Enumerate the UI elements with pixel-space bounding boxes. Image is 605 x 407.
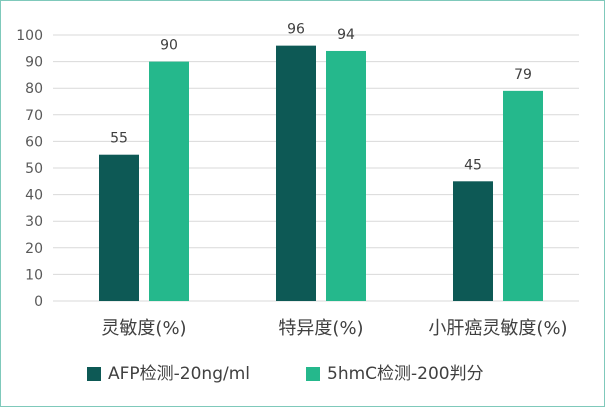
legend-swatch-afp [87, 367, 101, 381]
data-label: 45 [464, 157, 482, 173]
data-label: 94 [337, 27, 355, 43]
data-label: 90 [160, 38, 178, 54]
x-category-label: 灵敏度(%) [101, 318, 186, 339]
data-label: 55 [110, 131, 128, 147]
x-category-label: 小肝癌灵敏度(%) [428, 318, 567, 339]
data-label: 96 [287, 22, 305, 38]
y-tick-label: 20 [25, 241, 43, 257]
y-tick-label: 30 [25, 214, 43, 230]
y-tick-label: 50 [25, 161, 43, 177]
legend-label-afp: AFP检测-20ng/ml [108, 364, 250, 384]
y-tick-label: 10 [25, 267, 43, 283]
bar-5hmc [503, 90, 543, 301]
y-tick-label: 100 [16, 28, 43, 44]
y-tick-label: 70 [25, 108, 43, 124]
legend-swatch-5hmc [306, 367, 320, 381]
bar-5hmc [326, 50, 366, 302]
y-tick-label: 80 [25, 81, 43, 97]
y-tick-label: 90 [25, 55, 43, 71]
bar-afp [99, 154, 139, 301]
y-tick-label: 0 [34, 294, 43, 310]
bar-5hmc [149, 61, 189, 301]
legend-label-5hmc: 5hmC检测-200判分 [327, 364, 484, 384]
y-tick-label: 40 [25, 188, 43, 204]
data-label: 79 [514, 67, 532, 83]
bar-afp [276, 45, 316, 301]
x-category-label: 特异度(%) [278, 318, 363, 339]
bar-afp [453, 181, 493, 301]
y-tick-label: 60 [25, 134, 43, 150]
